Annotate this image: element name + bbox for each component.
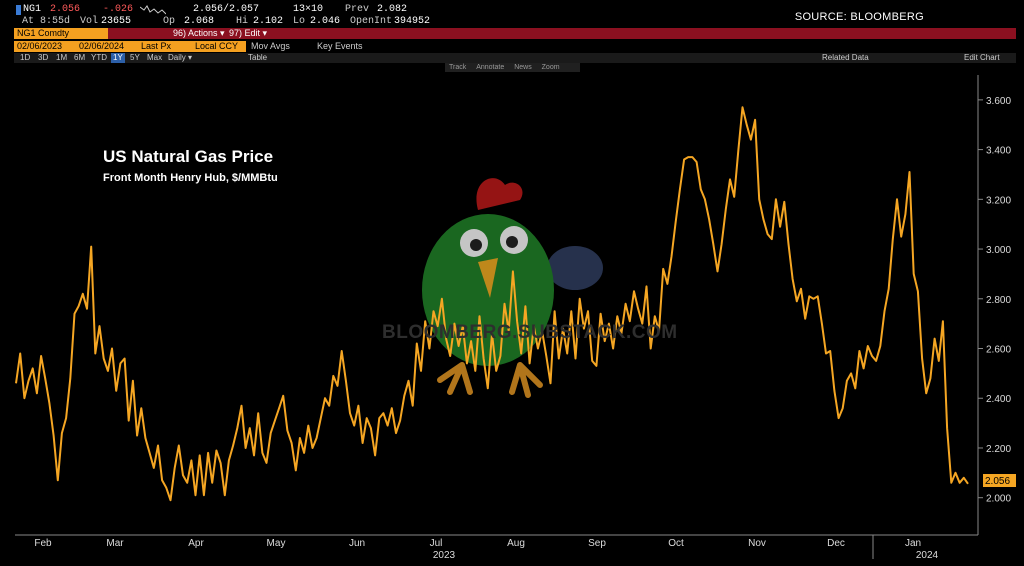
period-3d[interactable]: 3D — [38, 53, 49, 62]
end-date-field[interactable]: 02/06/2024 — [76, 41, 138, 52]
period-max[interactable]: Max — [147, 53, 163, 62]
x-tick-label: Jun — [349, 538, 365, 549]
key-events-button[interactable]: Key Events — [317, 41, 363, 51]
mov-avgs-button[interactable]: Mov Avgs — [251, 41, 290, 51]
x-tick-label: Dec — [827, 538, 845, 549]
chart-settings-bar: 02/06/2023 02/06/2024 Last Px Local CCY … — [14, 41, 1016, 52]
y-tick-label: 3.000 — [986, 245, 1011, 256]
watermark: BLOOMBERG.SUBSTACK.COM — [382, 322, 678, 343]
quote-header: NG1 2.056 -.026 2.056/2.057 13×10 Prev 2… — [0, 0, 1024, 28]
quote-time: At 8:55d — [22, 16, 71, 27]
price-change: -.026 — [103, 4, 134, 15]
x-tick-label: Apr — [188, 538, 204, 549]
edit-chart-button[interactable]: Edit Chart — [964, 53, 1000, 62]
period-6m[interactable]: 6M — [74, 53, 86, 62]
edit-menu[interactable]: 97) Edit ▾ — [229, 28, 268, 38]
open-interest-value: 394952 — [394, 16, 431, 27]
y-axis: 2.000 2.200 2.400 2.600 2.800 3.000 3.200 3.400… — [977, 75, 1011, 535]
y-tick-label: 2.600 — [986, 345, 1011, 356]
related-data-button[interactable]: Related Data — [822, 53, 869, 62]
y-tick-label: 2.800 — [986, 295, 1011, 306]
bid-ask-size: 13×10 — [293, 4, 324, 15]
x-year-label: 2024 — [916, 550, 939, 561]
x-tick-label: Jul — [430, 538, 443, 549]
annotate-tool[interactable]: Annotate — [476, 64, 505, 71]
period-1d[interactable]: 1D — [20, 53, 31, 62]
security-field[interactable]: NG1 Comdty — [14, 28, 108, 39]
low-label: Lo — [293, 16, 306, 27]
prev-value: 2.082 — [377, 4, 408, 15]
high-label: Hi — [236, 16, 249, 27]
open-interest-label: OpenInt — [350, 16, 393, 27]
x-tick-label: Mar — [106, 538, 124, 549]
start-date-field[interactable]: 02/06/2023 — [14, 41, 76, 52]
last-value-label: 2.056 — [985, 476, 1010, 487]
period-1y[interactable]: 1Y — [111, 53, 125, 63]
last-price: 2.056 — [50, 4, 81, 15]
x-tick-label: May — [267, 538, 286, 549]
field-selector[interactable]: Last Px — [138, 41, 192, 52]
table-button[interactable]: Table — [248, 53, 268, 62]
y-tick-label: 3.200 — [986, 195, 1011, 206]
volume-value: 23655 — [101, 16, 132, 27]
high-value: 2.102 — [253, 16, 284, 27]
chart-title: US Natural Gas Price — [103, 147, 274, 166]
prev-label: Prev — [345, 4, 370, 15]
y-tick-label: 2.400 — [986, 394, 1011, 405]
news-tool[interactable]: News — [514, 64, 532, 71]
y-tick-label: 3.400 — [986, 146, 1011, 157]
open-value: 2.068 — [184, 16, 215, 27]
x-axis: Feb Mar Apr May Jun Jul Aug Sep Oct Nov Dec Jan 2023… — [15, 534, 978, 561]
zoom-tool[interactable]: Zoom — [541, 64, 560, 71]
chart-tools: Track Annotate News Zoom — [445, 63, 580, 72]
bid-ask: 2.056/2.057 — [193, 4, 260, 15]
frequency-selector[interactable]: Daily ▾ — [168, 53, 193, 62]
currency-selector[interactable]: Local CCY — [192, 41, 246, 52]
x-tick-label: Oct — [668, 538, 684, 549]
last-value-tag: 2.056 — [983, 474, 1016, 487]
x-tick-label: Aug — [507, 538, 525, 549]
low-value: 2.046 — [310, 16, 341, 27]
command-bar: NG1 Comdty 96) Actions ▾ 97) Edit ▾ — [14, 28, 1016, 39]
source-label: SOURCE: BLOOMBERG — [794, 11, 924, 23]
price-series-line — [15, 106, 969, 502]
x-tick-label: Feb — [34, 538, 52, 549]
x-tick-label: Jan — [905, 538, 921, 549]
ticker-symbol[interactable]: NG1 — [23, 4, 42, 15]
x-tick-label: Nov — [748, 538, 766, 549]
period-bar: 1D 3D 1M 6M YTD 1Y 5Y Max Daily ▾ Table … — [14, 53, 1016, 63]
x-tick-label: Sep — [588, 538, 606, 549]
period-1m[interactable]: 1M — [56, 53, 68, 62]
y-tick-label: 2.000 — [986, 494, 1011, 505]
chart-subtitle: Front Month Henry Hub, $/MMBtu — [103, 172, 278, 184]
y-tick-label: 3.600 — [986, 96, 1011, 107]
sparkline-icon — [140, 5, 166, 15]
open-label: Op — [163, 16, 176, 27]
x-year-label: 2023 — [433, 550, 456, 561]
period-ytd[interactable]: YTD — [91, 53, 107, 62]
track-tool[interactable]: Track — [449, 64, 467, 71]
volume-label: Vol — [80, 16, 99, 27]
period-5y[interactable]: 5Y — [130, 53, 140, 62]
ticker-badge — [16, 5, 21, 15]
y-tick-label: 2.200 — [986, 444, 1011, 455]
actions-menu[interactable]: 96) Actions ▾ — [173, 28, 225, 38]
